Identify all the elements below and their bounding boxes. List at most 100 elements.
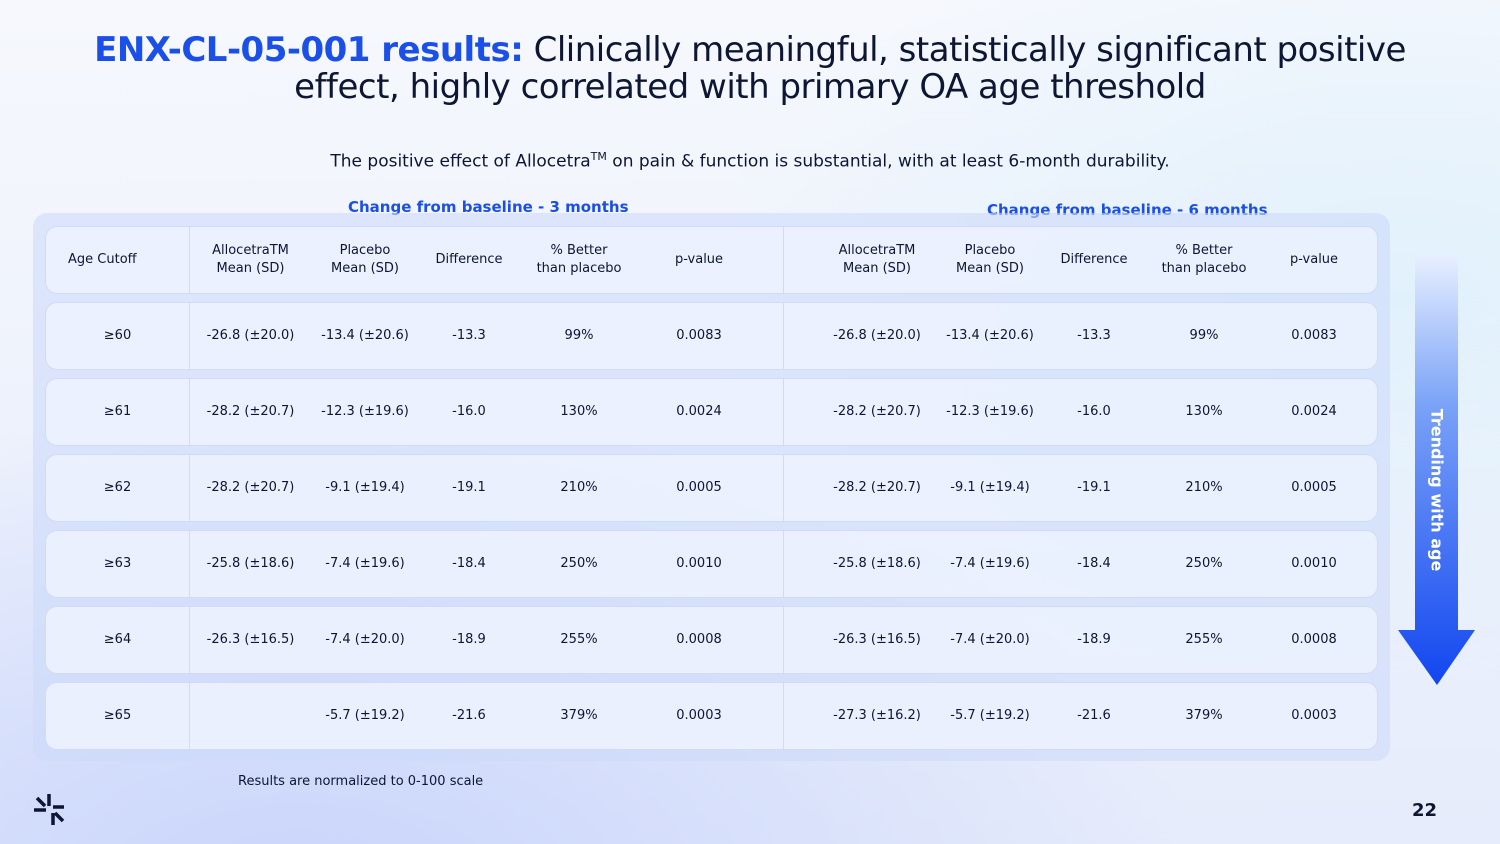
cell-text: 0.0083 [676,328,722,343]
cell-p-value-6m: 0.0005 [1267,479,1361,497]
cell-p-value-3m: 0.0005 [639,479,759,497]
column-divider [759,531,784,597]
cell-text: -13.4 (±20.6) [321,328,409,343]
cell-text: -28.2 (±20.7) [833,480,921,495]
cell-p-value-6m: 0.0024 [1267,403,1361,421]
cell-pct-better-6m: 210% [1141,479,1267,497]
cell-age-cutoff: ≥63 [46,531,190,597]
cell-placebo-6m: -7.4 (±20.0) [933,631,1047,649]
column-divider [759,303,784,369]
header-allocetra-3m: AllocetraTM Mean (SD) [190,242,311,278]
cell-pct-better-6m: 99% [1141,327,1267,345]
cell-placebo-3m: -7.4 (±19.6) [311,555,419,573]
cell-text: 210% [1185,480,1223,495]
header-age-cutoff: Age Cutoff [46,227,190,293]
header-pct-better-3m: % Better than placebo [519,242,639,278]
cell-text: 99% [564,328,594,343]
header-text: p-value [674,252,724,267]
cell-text: -13.4 (±20.6) [946,328,1034,343]
cell-difference-6m: -13.3 [1047,327,1141,345]
cell-placebo-6m: -13.4 (±20.6) [933,327,1047,345]
cell-placebo-6m: -7.4 (±19.6) [933,555,1047,573]
page-number: 22 [1412,800,1438,821]
section-label-3-months: Change from baseline - 3 months [348,198,629,216]
cell-placebo-3m: -13.4 (±20.6) [311,327,419,345]
header-text: Placebo Mean (SD) [331,243,399,276]
cell-text: -5.7 (±19.2) [950,708,1030,723]
cell-difference-3m: -18.9 [419,631,519,649]
cell-difference-3m: -13.3 [419,327,519,345]
cell-pct-better-3m: 379% [519,707,639,725]
title-accent: ENX-CL-05-001 results: [94,30,524,70]
cell-text: -28.2 (±20.7) [206,480,295,495]
cell-allocetra-6m: -28.2 (±20.7) [821,479,933,497]
header-text: Placebo Mean (SD) [956,243,1024,276]
cell-text: 0.0010 [676,556,722,571]
column-divider [759,379,784,445]
cell-allocetra-3m: -26.8 (±20.0) [190,327,311,345]
header-placebo-3m: Placebo Mean (SD) [311,242,419,278]
cell-placebo-3m: -12.3 (±19.6) [311,403,419,421]
cell-text: -9.1 (±19.4) [325,480,405,495]
header-placebo-6m: Placebo Mean (SD) [933,242,1047,278]
cell-text: 0.0024 [1291,404,1337,419]
cell-text: 0.0083 [1291,328,1337,343]
cell-text: 255% [560,632,598,647]
column-divider [759,455,784,521]
cell-text: -21.6 [1077,708,1111,723]
cell-text: 0.0005 [1291,480,1337,495]
cell-age-cutoff: ≥61 [46,379,190,445]
cell-placebo-3m: -7.4 (±20.0) [311,631,419,649]
header-text: Age Cutoff [68,252,137,267]
cell-pct-better-3m: 255% [519,631,639,649]
cell-text: -18.4 [452,556,486,571]
cell-text: -19.1 [452,480,486,495]
subtitle-before: The positive effect of Allocetra [330,151,591,172]
cell-text: -7.4 (±20.0) [325,632,405,647]
cell-text: -25.8 (±18.6) [206,556,295,571]
slide-title: ENX-CL-05-001 results: Clinically meanin… [0,32,1500,106]
cell-allocetra-6m: -26.3 (±16.5) [821,631,933,649]
title-line2: effect, highly correlated with primary O… [294,67,1206,107]
trend-arrow-icon [1398,255,1475,685]
table-row: ≥60 -26.8 (±20.0) -13.4 (±20.6) -13.3 99% 0.0… [45,302,1378,370]
cell-text: -18.9 [1077,632,1111,647]
cell-pct-better-6m: 379% [1141,707,1267,725]
cell-text: ≥63 [103,556,132,571]
cell-difference-3m: -18.4 [419,555,519,573]
cell-text: ≥65 [103,708,132,723]
cell-allocetra-3m: -28.2 (±20.7) [190,479,311,497]
cell-difference-3m: -19.1 [419,479,519,497]
cell-difference-6m: -19.1 [1047,479,1141,497]
cell-text: -13.3 [452,328,486,343]
subtitle-after: on pain & function is substantial, with … [606,151,1170,172]
cell-allocetra-6m: -25.8 (±18.6) [821,555,933,573]
cell-text: 0.0010 [1291,556,1337,571]
cell-pct-better-3m: 250% [519,555,639,573]
cell-text: 379% [560,708,598,723]
cell-text: ≥62 [103,480,132,495]
header-text: % Better than placebo [536,243,622,276]
cell-p-value-6m: 0.0008 [1267,631,1361,649]
cell-allocetra-3m: -28.2 (±20.7) [190,403,311,421]
header-pct-better-6m: % Better than placebo [1141,242,1267,278]
cell-text: ≥61 [103,404,132,419]
cell-text: -5.7 (±19.2) [325,708,405,723]
cell-p-value-3m: 0.0024 [639,403,759,421]
table-row: ≥62 -28.2 (±20.7) -9.1 (±19.4) -19.1 210% 0.0… [45,454,1378,522]
header-p-value-3m: p-value [639,251,759,269]
cell-text: 130% [560,404,598,419]
cell-allocetra-6m: -28.2 (±20.7) [821,403,933,421]
cell-difference-3m: -21.6 [419,707,519,725]
cell-text: -27.3 (±16.2) [833,708,921,723]
cell-difference-3m: -16.0 [419,403,519,421]
cell-text: -13.3 [1077,328,1111,343]
cell-pct-better-3m: 210% [519,479,639,497]
header-p-value-6m: p-value [1267,251,1361,269]
cell-allocetra-6m: -27.3 (±16.2) [821,707,933,725]
cell-pct-better-3m: 99% [519,327,639,345]
cell-difference-6m: -18.9 [1047,631,1141,649]
cell-text: 0.0024 [676,404,722,419]
cell-text: 250% [560,556,598,571]
cell-difference-6m: -16.0 [1047,403,1141,421]
